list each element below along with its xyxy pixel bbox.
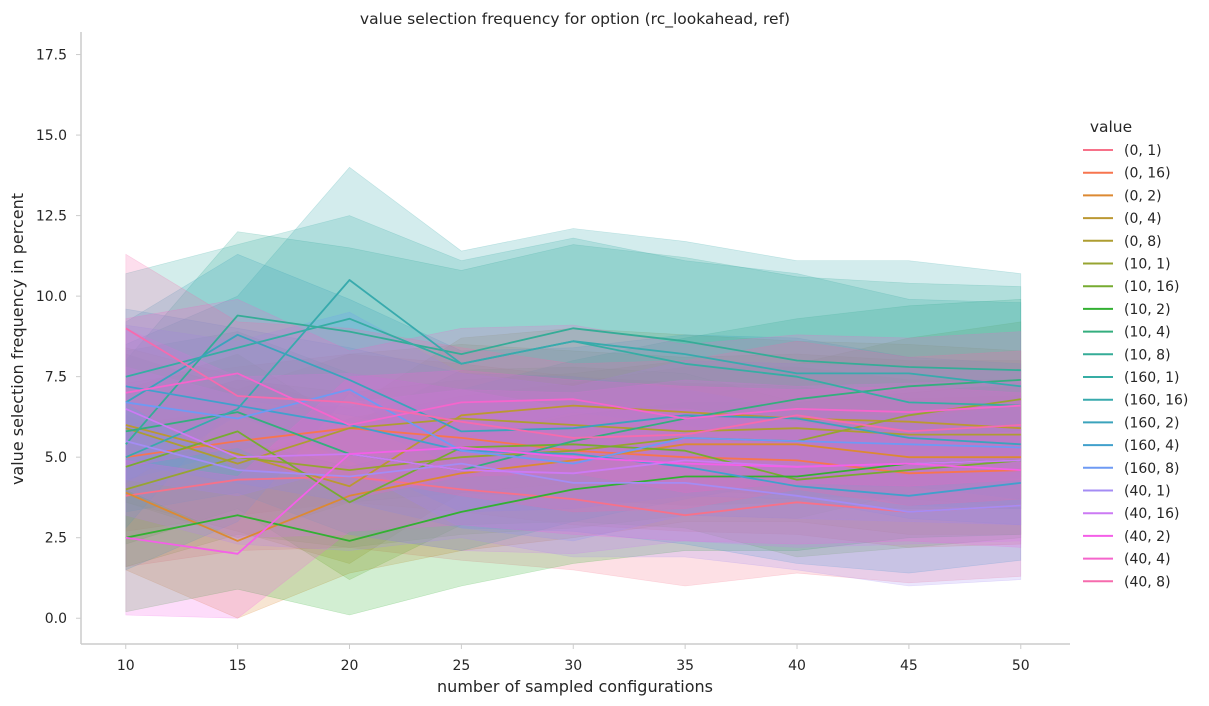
series-line-10-8 — [125, 314, 1021, 445]
y-tick-label: 10.0 — [36, 289, 67, 305]
legend-label-160-2: (160, 2) — [1124, 415, 1179, 431]
legend-label-10-8: (10, 8) — [1124, 347, 1171, 363]
legend-label-10-1: (10, 1) — [1124, 257, 1171, 273]
series-line-10-4 — [125, 379, 1021, 472]
legend: value (0, 1) (0, 16) (0, 2) (0, 4) (0, 8) (10… — [1083, 118, 1188, 590]
series-line-0-8 — [125, 417, 1021, 465]
x-tick-label: 20 — [341, 658, 359, 674]
x-tick-label: 40 — [788, 658, 806, 674]
legend-label-40-2: (40, 2) — [1124, 529, 1171, 545]
series-line-160-8 — [125, 388, 1021, 465]
x-axis-title: number of sampled configurations — [437, 677, 713, 696]
y-tick-label: 15.0 — [36, 128, 67, 144]
legend-label-160-1: (160, 1) — [1124, 370, 1179, 386]
series-line-10-2 — [125, 459, 1021, 542]
legend-label-40-8: (40, 8) — [1124, 574, 1171, 590]
x-axis-ticks: 10 15 20 25 30 35 40 45 50 — [117, 644, 1030, 674]
series-line-0-2 — [125, 443, 1021, 542]
confidence-bands — [125, 166, 1022, 619]
legend-label-0-1: (0, 1) — [1124, 143, 1162, 159]
band-10-8 — [125, 231, 1022, 529]
band-160-2 — [125, 253, 1022, 526]
band-10-16 — [125, 353, 1022, 580]
x-tick-label: 25 — [452, 658, 470, 674]
legend-label-0-4: (0, 4) — [1124, 211, 1162, 227]
y-tick-label: 2.5 — [45, 531, 67, 547]
band-0-2 — [125, 366, 1022, 619]
y-tick-label: 5.0 — [45, 450, 67, 466]
band-40-1 — [125, 366, 1022, 587]
series-line-10-16 — [125, 430, 1021, 504]
legend-label-0-2: (0, 2) — [1124, 188, 1162, 204]
series-line-160-4 — [125, 385, 1021, 497]
series-line-40-1 — [125, 440, 1021, 513]
y-tick-label: 12.5 — [36, 209, 67, 225]
series-line-10-1 — [125, 398, 1021, 491]
series-lines — [125, 279, 1021, 555]
y-axis-ticks: 0.0 2.5 5.0 7.5 10.0 12.5 15.0 17.5 — [36, 48, 81, 627]
legend-label-40-1: (40, 1) — [1124, 484, 1171, 500]
band-160-8 — [125, 311, 1022, 542]
y-tick-label: 17.5 — [36, 48, 67, 64]
series-line-0-1 — [125, 475, 1021, 517]
x-tick-label: 15 — [229, 658, 247, 674]
legend-label-40-16: (40, 16) — [1124, 506, 1179, 522]
series-line-160-2 — [125, 333, 1021, 446]
legend-label-40-4: (40, 4) — [1124, 552, 1171, 568]
x-tick-label: 50 — [1012, 658, 1030, 674]
series-line-40-2 — [125, 446, 1021, 555]
y-tick-label: 7.5 — [45, 370, 67, 386]
x-tick-label: 30 — [564, 658, 582, 674]
band-160-16 — [125, 166, 1022, 571]
legend-label-160-8: (160, 8) — [1124, 461, 1179, 477]
x-tick-label: 45 — [900, 658, 918, 674]
band-160-1 — [125, 215, 1022, 510]
legend-label-10-4: (10, 4) — [1124, 325, 1171, 341]
series-line-160-16 — [125, 279, 1021, 459]
legend-title: value — [1090, 118, 1132, 136]
x-tick-label: 10 — [117, 658, 135, 674]
series-line-40-4 — [125, 372, 1021, 426]
legend-label-10-16: (10, 16) — [1124, 279, 1179, 295]
legend-label-160-4: (160, 4) — [1124, 438, 1179, 454]
legend-label-0-16: (0, 16) — [1124, 166, 1171, 182]
band-40-2 — [125, 369, 1022, 619]
legend-label-10-2: (10, 2) — [1124, 302, 1171, 318]
y-axis-title: value selection frequency in percent — [8, 193, 27, 485]
legend-label-0-8: (0, 8) — [1124, 234, 1162, 250]
chart-title: value selection frequency for option (rc… — [360, 10, 790, 29]
legend-label-160-16: (160, 16) — [1124, 393, 1188, 409]
x-tick-label: 35 — [676, 658, 694, 674]
y-tick-label: 0.0 — [45, 611, 67, 627]
series-line-0-4 — [125, 404, 1021, 488]
series-line-40-8 — [125, 327, 1021, 439]
